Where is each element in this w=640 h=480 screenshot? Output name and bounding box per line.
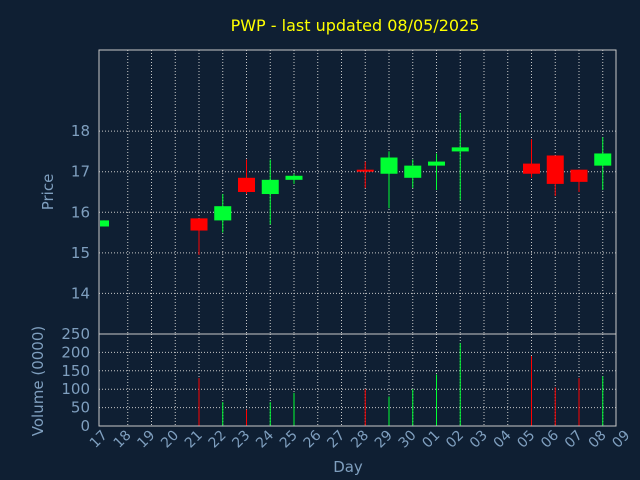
candle-body — [100, 220, 109, 227]
candles — [100, 112, 612, 255]
day-tick-label: 09 — [609, 428, 633, 452]
day-tick-label: 17 — [87, 428, 111, 452]
candle-body — [451, 147, 469, 152]
day-tick-label: 21 — [182, 428, 206, 452]
day-tick-labels: 17 18 19 20 21 22 23 24 25 26 27 28 29 30 01 02 03 04 05 06… — [87, 427, 633, 451]
price-tick-label: 18 — [71, 122, 90, 140]
candle-body — [546, 155, 564, 184]
candle-body — [570, 169, 588, 182]
day-tick-label: 03 — [467, 428, 491, 452]
day-tick-label: 27 — [324, 428, 348, 452]
volume-tick-label: 0 — [80, 417, 90, 435]
candle-body — [356, 169, 374, 172]
candle-body — [238, 177, 255, 192]
price-tick-label: 15 — [71, 244, 90, 262]
candle-body — [285, 175, 303, 180]
day-tick-label: 30 — [396, 428, 420, 452]
candle-body — [523, 163, 540, 174]
day-tick-label: 08 — [586, 428, 610, 452]
volume-tick-label: 200 — [61, 343, 90, 361]
volume-axis-label: Volume (0000) — [29, 326, 47, 436]
day-tick-label: 05 — [514, 428, 538, 452]
candle-body — [428, 161, 445, 166]
candle-body — [214, 206, 232, 221]
candle-body — [594, 153, 612, 166]
day-tick-label: 04 — [491, 427, 515, 451]
chart-title: PWP - last updated 08/05/2025 — [231, 16, 480, 35]
day-tick-label: 22 — [206, 428, 230, 452]
x-axis-label: Day — [333, 458, 363, 476]
price-tick-labels: 14 15 16 17 18 — [71, 122, 90, 302]
price-tick-label: 17 — [71, 163, 90, 181]
day-tick-label: 24 — [253, 427, 277, 451]
candle-body — [404, 165, 422, 178]
volume-panel-frame — [98, 333, 617, 427]
volume-tick-label: 100 — [61, 380, 90, 398]
volume-tick-label: 250 — [61, 325, 90, 343]
candle-body — [380, 157, 398, 174]
candle-body — [261, 179, 279, 195]
day-tick-label: 26 — [301, 427, 325, 451]
day-tick-label: 20 — [158, 428, 182, 452]
day-tick-label: 29 — [372, 428, 396, 452]
day-tick-label: 01 — [419, 428, 443, 452]
day-tick-label: 25 — [277, 428, 301, 452]
day-tick-label: 18 — [111, 428, 135, 452]
price-tick-label: 14 — [71, 284, 90, 302]
volume-tick-label: 50 — [71, 399, 90, 417]
day-tick-label: 06 — [538, 427, 562, 451]
price-tick-label: 16 — [71, 203, 90, 221]
day-tick-label: 23 — [229, 428, 253, 452]
day-tick-label: 19 — [134, 428, 158, 452]
volume-grid — [99, 334, 616, 426]
volume-bars — [198, 343, 604, 426]
price-panel-frame — [98, 49, 617, 335]
candle-body — [190, 218, 208, 231]
price-axis-label: Price — [39, 174, 57, 211]
day-tick-label: 07 — [562, 428, 586, 452]
day-tick-label: 02 — [443, 428, 467, 452]
day-tick-label: 28 — [348, 428, 372, 452]
price-grid — [99, 50, 616, 334]
volume-tick-label: 150 — [61, 362, 90, 380]
